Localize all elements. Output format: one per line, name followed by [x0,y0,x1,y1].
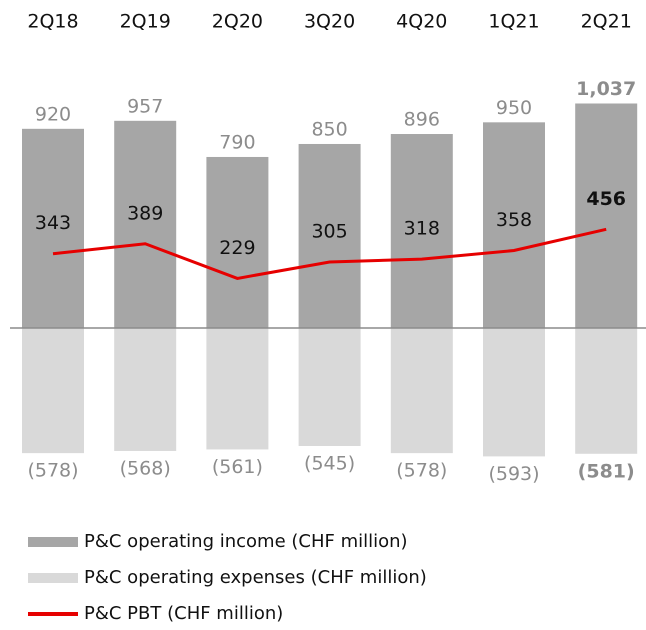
value-label: (581) [578,460,635,482]
bar [483,328,545,457]
value-label: 957 [127,95,163,117]
value-label: (568) [120,457,171,479]
value-label: 229 [219,237,255,259]
category-label: 1Q21 [488,11,539,33]
legend-swatch [28,573,78,583]
category-label: 2Q19 [120,11,171,33]
value-label: 318 [404,218,440,240]
bar [206,328,269,450]
bar [390,134,453,328]
value-label: (545) [304,452,355,474]
legend-swatch [28,612,78,616]
category-label: 2Q21 [581,11,632,33]
category-label: 3Q20 [304,11,355,33]
legend-swatch [28,537,78,547]
value-label: 456 [586,188,626,210]
value-label: (561) [212,456,263,478]
bar [298,328,361,446]
category-label: 4Q20 [396,11,447,33]
category-label: 2Q18 [27,11,78,33]
category-label: 2Q20 [212,11,263,33]
bar [390,328,453,454]
bar [298,143,361,328]
value-label: 343 [35,212,71,234]
legend-label: P&C operating income (CHF million) [84,531,408,552]
bar [206,156,269,328]
bar [22,328,84,454]
legend-label: P&C PBT (CHF million) [84,603,283,624]
value-label: 358 [496,209,532,231]
bar [114,120,177,328]
bar [483,122,545,328]
legend-label: P&C operating expenses (CHF million) [84,567,427,588]
bar [22,128,84,328]
value-label: 389 [127,202,163,224]
value-label: 305 [311,220,347,242]
value-label: (578) [27,460,78,482]
value-label: (578) [396,460,447,482]
line [52,227,607,280]
value-label: 950 [496,97,532,119]
value-label: 850 [311,118,347,140]
value-label: 790 [219,131,255,153]
bar [575,328,638,454]
value-label: 896 [404,109,440,131]
value-label: 1,037 [576,78,636,100]
value-label: (593) [488,463,539,485]
bar [575,103,638,328]
bar [114,328,177,451]
value-label: 920 [35,103,71,125]
